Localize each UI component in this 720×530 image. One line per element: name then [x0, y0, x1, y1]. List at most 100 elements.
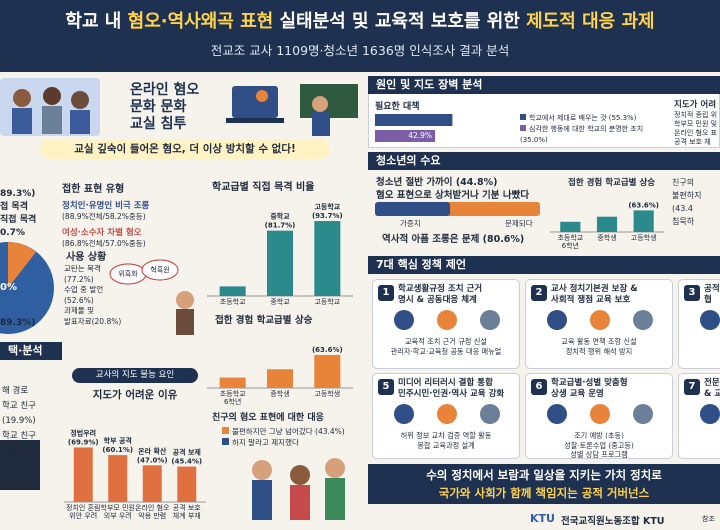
card-title: 공적 &협 [704, 284, 720, 306]
scale-label: 가증지 [400, 219, 421, 228]
card-desc-line: 실질적 [681, 337, 720, 347]
section-title: 사용 상황 [66, 252, 107, 263]
section-title: 필요한 대책 [375, 102, 420, 112]
side-item: 친구의 [672, 178, 695, 187]
card-title-line: 학교생활규정 조치 근거 [398, 284, 483, 294]
fragment: (19.9%) [2, 416, 36, 426]
card-icons [536, 310, 664, 332]
label: 위안 우려 [69, 511, 97, 520]
closing-line: 국가와 사회가 함께 책임지는 공적 거버넌스 [438, 486, 650, 500]
card-title: 학교급별·성별 맞춤형 상생 교육 운영 [551, 378, 671, 400]
label: 학부 공격 [104, 436, 132, 445]
icon [436, 404, 457, 424]
card-desc-line: 정치적 행위 해석 방지 [565, 346, 633, 356]
icon [547, 310, 568, 330]
fragment: 0.7% [0, 228, 25, 238]
bar [108, 455, 128, 502]
usage-item: 과제물 및 [64, 306, 94, 315]
label: (45.4%) [171, 458, 202, 466]
bar [375, 130, 436, 142]
policy-card: 5 미디어 리터러시 결합 통합 민주시민·인권·역사 교육 강화 허위 정보 교차 … [372, 373, 520, 459]
label: 온라 확산 [138, 446, 167, 455]
bar [266, 230, 294, 296]
chart-title: 지도가 어려운 이유 [92, 389, 178, 401]
card-number: 5 [378, 379, 394, 395]
side-item: 불편하지 [672, 191, 702, 200]
bar [633, 210, 654, 232]
bar [560, 221, 581, 232]
section-title: 접한 표현 유형 [62, 184, 125, 195]
pie-label: 89.3%) [0, 318, 36, 328]
witness-fragments: 89.3%) 접 목격 직접 목격 0.7% [0, 188, 56, 240]
bar [177, 466, 197, 502]
card-desc-line: 영향력 [681, 347, 720, 357]
chart: 42.9% [375, 114, 453, 142]
card-desc-line: 최 [681, 431, 720, 441]
icon [632, 404, 653, 424]
legend-label: 심각한 행동에 대한 학교의 분명한 조치 (35.0%) [520, 125, 644, 144]
card-desc: 최실제 [681, 431, 720, 450]
label: 체계 부재 [173, 511, 201, 520]
label: 공격 보제 [173, 448, 201, 457]
legend-entry: 하지 말라고 제지했다 [222, 437, 362, 448]
label: (63.6%) [312, 346, 343, 354]
card-number: 6 [531, 379, 547, 395]
label: 중학교 [270, 297, 290, 306]
legend-swatch [222, 427, 229, 434]
card-title-line: 사회적 쟁점 교육 보호 [551, 295, 631, 305]
label: 고등학생 [631, 233, 657, 242]
label: 학부모 민원 [101, 503, 135, 512]
card-title: 전문& 교 [704, 378, 720, 400]
label: (60.1%) [102, 446, 133, 454]
icon [479, 404, 500, 424]
icon [547, 404, 568, 424]
card-title-line: 공적 & [704, 284, 720, 294]
policy-card: 6 학교급별·성별 맞춤형 상생 교육 운영 조기 예방 (초등) 성찰·토론수업 (중… [525, 373, 673, 459]
bar [219, 377, 246, 388]
label: 초등학교 [220, 389, 246, 398]
label: 초등학교 [220, 297, 246, 306]
card-desc-line: 교육적 조치 근거 규정 신설 [405, 337, 487, 346]
title-highlight: 제도적 대응 과제 [526, 11, 655, 32]
label: 고등학교 [314, 202, 340, 211]
card-title-line: 민주시민·인권·역사 교육 강화 [398, 389, 505, 399]
card-number: 2 [531, 285, 547, 301]
usage-item: 수업 중 발언 [64, 285, 104, 294]
card-title: 교사 정치기본권 보장 & 사회적 쟁점 교육 보호 [551, 284, 671, 306]
card-icons [383, 404, 511, 426]
side-item: (43.4 [672, 204, 693, 213]
policy-card: 3공적 &협실질적영향력 [678, 279, 720, 369]
intro-line: 문화 문화 [130, 99, 187, 115]
label: 6학년 [562, 241, 579, 250]
icon [436, 310, 457, 330]
label: 공격 보호 [173, 504, 202, 512]
icon [394, 404, 415, 424]
headline: 청소년 절반 가까이 (44.8%) [376, 177, 498, 188]
fragment: 학교 친구 [2, 401, 36, 411]
card-number: 7 [684, 379, 700, 395]
card-icons [689, 404, 720, 426]
title-highlight: 혐오·역사왜곡 표현 [127, 11, 274, 32]
icon [394, 310, 415, 330]
chart-title: 접한 경험 학교급별 상승 [568, 178, 656, 188]
label: (93.7%) [312, 212, 343, 220]
chart-title: 접한 경험 학교급별 상승 [215, 315, 313, 326]
policy-card: 7전문& 교최실제 [678, 373, 720, 459]
icon [700, 404, 720, 424]
logo: KTU [530, 512, 555, 525]
bubble: 위흑화 [118, 270, 138, 278]
organization: 전국교직원노동조합 KTU [561, 516, 665, 527]
fragment: 해 경로 [2, 386, 29, 396]
side-title: 지도가 어려 [674, 100, 717, 110]
legend-swatch [520, 125, 526, 131]
card-desc: 교육 활동 면책 조항 신설 정치적 행위 해석 방지 [528, 337, 670, 356]
card-desc-line: 실제 [681, 441, 720, 451]
label: 정치인 혼림 [66, 503, 100, 512]
card-desc-line: 조기 예방 (초등) [574, 431, 624, 440]
intro-line: 교실 침투 [130, 116, 187, 132]
bar [219, 286, 246, 296]
card-title-line: 협 [704, 295, 712, 305]
